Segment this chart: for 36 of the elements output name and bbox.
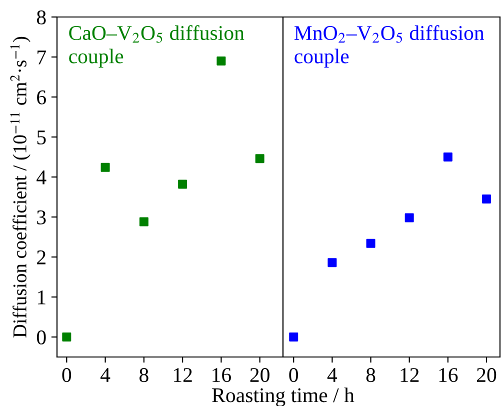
- point: [443, 152, 452, 162]
- y-tick-label: 0: [36, 330, 46, 344]
- x-tick-label: 4: [327, 368, 338, 382]
- x-tick-label: 8: [140, 368, 148, 382]
- point: [404, 213, 414, 222]
- y-tick-label: 4: [36, 170, 46, 184]
- point: [139, 217, 148, 226]
- x-tick-label: 4: [100, 368, 110, 382]
- point: [255, 154, 264, 164]
- x-tick-label: 16: [212, 368, 231, 382]
- point: [62, 332, 72, 342]
- x-tick-label: 20: [250, 368, 270, 382]
- point: [482, 194, 491, 204]
- y-tick-label: 8: [36, 10, 46, 24]
- point: [216, 56, 226, 66]
- text: CaO–V$_{2}$O$_{5}$ diffusion couple: [69, 25, 244, 68]
- point: [366, 238, 376, 248]
- point: [178, 180, 188, 189]
- y-tick-label: 2: [37, 250, 46, 264]
- y-tick-label: 6: [37, 90, 46, 104]
- point: [100, 162, 110, 172]
- x-tick-label: 12: [400, 368, 419, 382]
- point: [289, 332, 298, 342]
- y-tick-label: 7: [38, 50, 46, 64]
- x-tick-label: 0: [289, 368, 298, 382]
- x-tick-label: 12: [174, 368, 192, 382]
- y-tick-label: 3: [37, 210, 46, 224]
- x-tick-label: 20: [476, 368, 496, 382]
- x-tick-label: 0: [62, 368, 72, 382]
- y-axis-title: Diffusion coefficient / (10$^{−11}$ cm$^{2}$·s$^{−1}$): [10, 36, 30, 338]
- x-tick-label: 8: [366, 368, 376, 382]
- y-tick-label: 5: [37, 130, 46, 144]
- y-tick-label: 1: [38, 290, 46, 304]
- x-tick-label: 16: [439, 368, 458, 382]
- point: [328, 258, 337, 268]
- text: MnO$_{2}$–V$_{2}$O$_{5}$ diffusion couple: [294, 25, 484, 68]
